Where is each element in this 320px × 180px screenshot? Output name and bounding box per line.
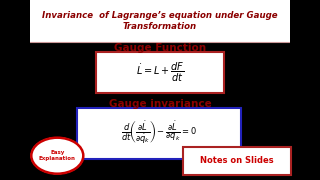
Text: $\dfrac{d}{dt}\!\left(\dfrac{\partial \dot{L}}{\partial \dot{q}_k}\right) - \dfr: $\dfrac{d}{dt}\!\left(\dfrac{\partial \d… bbox=[121, 120, 196, 146]
Text: Easy
Explanation: Easy Explanation bbox=[39, 150, 76, 161]
Text: Invariance  of Lagrange’s equation under Gauge
Transformation: Invariance of Lagrange’s equation under … bbox=[42, 12, 278, 31]
FancyBboxPatch shape bbox=[183, 147, 291, 175]
Text: Gauge invariance: Gauge invariance bbox=[108, 99, 212, 109]
FancyBboxPatch shape bbox=[96, 52, 224, 93]
Circle shape bbox=[31, 138, 83, 174]
FancyBboxPatch shape bbox=[30, 0, 290, 42]
Text: Notes on Slides: Notes on Slides bbox=[200, 156, 274, 165]
Text: Gauge Function: Gauge Function bbox=[114, 43, 206, 53]
FancyBboxPatch shape bbox=[77, 108, 241, 159]
Text: $\dot{L} = L + \dfrac{dF}{dt}$: $\dot{L} = L + \dfrac{dF}{dt}$ bbox=[136, 61, 184, 84]
